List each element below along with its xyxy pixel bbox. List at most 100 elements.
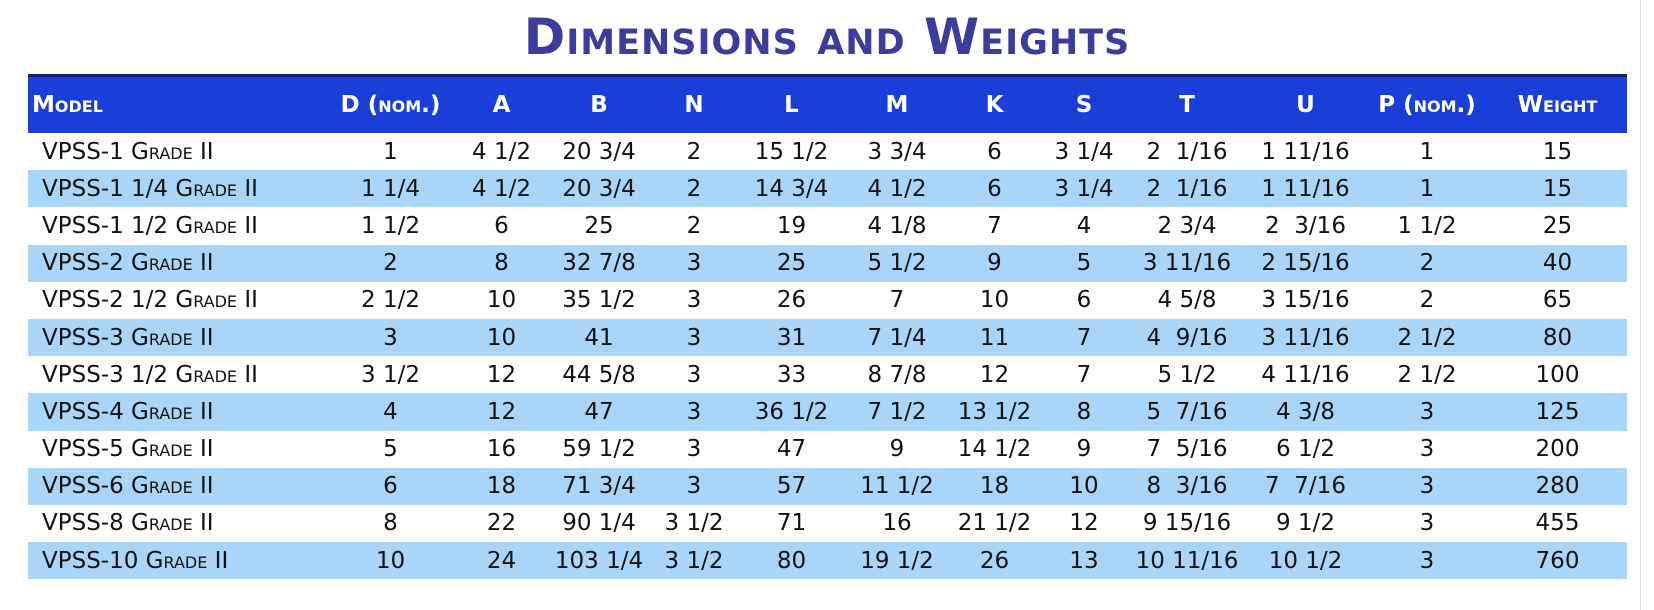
value-cell: 7 5/16	[1146, 436, 1228, 463]
value-cell: 9	[950, 244, 1039, 282]
value-cell: 4 9/16	[1129, 318, 1245, 357]
column-header: L	[739, 74, 844, 133]
value-cell: 2 3/4	[1157, 212, 1217, 239]
value-cell: 6 1/2	[1276, 436, 1335, 463]
value-cell: 4 1/2	[454, 170, 549, 208]
value-cell: 6	[494, 212, 509, 239]
value-cell: 5	[383, 436, 398, 463]
value-cell: 3 1/2	[664, 510, 724, 537]
value-cell: 2	[1366, 244, 1488, 282]
table-row: VPSS-3 1/2 Grade II 3 1/2 12 44 5/8 3 33 8 7/8…	[28, 356, 1627, 393]
value-cell: 3 11/16	[1245, 318, 1366, 357]
value-cell: 90 1/4	[562, 510, 636, 537]
value-cell: 32 7/8	[549, 244, 649, 282]
value-cell: 5 1/2	[1157, 361, 1217, 388]
value-cell: 2	[649, 170, 739, 208]
value-cell: 16	[486, 436, 517, 463]
value-cell: 10	[454, 318, 549, 357]
value-cell: 10 11/16	[1129, 542, 1245, 580]
value-cell: 2 1/16	[1146, 138, 1228, 165]
model-cell: VPSS-2 1/2 Grade II	[42, 287, 258, 314]
value-cell: 13 1/2	[950, 393, 1039, 431]
value-cell: 7 1/4	[844, 318, 950, 357]
table-row: VPSS-1 Grade II 1 4 1/2 20 3/4 2 15 1/2 3 3/4 6…	[28, 133, 1627, 170]
value-cell: 6	[950, 170, 1039, 208]
value-cell: 9 1/2	[1276, 510, 1335, 537]
value-cell: 9	[889, 436, 905, 463]
value-cell: 10	[327, 542, 454, 580]
value-cell: 7 1/2	[844, 393, 950, 431]
value-cell: 20 3/4	[549, 170, 649, 208]
value-cell: 5 1/2	[844, 244, 950, 282]
value-cell: 15	[1542, 138, 1573, 165]
value-cell: 4	[327, 393, 454, 431]
value-cell: 33	[776, 361, 807, 388]
value-cell: 15	[1488, 170, 1627, 208]
value-cell: 25	[584, 212, 614, 239]
value-cell: 3	[686, 287, 702, 314]
value-cell: 25	[739, 244, 844, 282]
value-cell: 4 1/8	[867, 212, 927, 239]
model-cell: VPSS-6 Grade II	[28, 467, 327, 505]
value-cell: 4	[1076, 212, 1092, 239]
column-header: A	[454, 74, 549, 133]
column-header: U	[1245, 74, 1366, 133]
value-cell: 1 11/16	[1245, 170, 1366, 208]
value-cell: 59 1/2	[562, 436, 636, 463]
value-cell: 7 7/16	[1245, 467, 1366, 505]
value-cell: 14 1/2	[957, 436, 1032, 463]
value-cell: 2	[1419, 287, 1435, 314]
value-cell: 5	[1039, 244, 1129, 282]
value-cell: 3	[327, 318, 454, 357]
value-cell: 11	[950, 318, 1039, 357]
value-cell: 47	[549, 393, 649, 431]
value-cell: 4 5/8	[1157, 287, 1217, 314]
table-row: VPSS-4 Grade II 4 12 47 3 36 1/2 7 1/2 13 1/2 8 5…	[28, 393, 1627, 431]
table-row: VPSS-3 Grade II 3 10 41 3 31 7 1/4 11 7 4 9/16 3 1…	[28, 318, 1627, 357]
value-cell: 100	[1535, 361, 1580, 388]
column-header: S	[1039, 74, 1129, 133]
value-cell: 12	[486, 361, 517, 388]
value-cell: 3 1/2	[649, 542, 739, 580]
value-cell: 3	[1419, 510, 1435, 537]
value-cell: 9 15/16	[1142, 510, 1232, 537]
value-cell: 57	[739, 467, 844, 505]
value-cell: 7	[1039, 318, 1129, 357]
value-cell: 3	[686, 361, 702, 388]
value-cell: 20 3/4	[562, 138, 636, 165]
value-cell: 41	[549, 318, 649, 357]
value-cell: 13	[1039, 542, 1129, 580]
model-cell: VPSS-3 1/2 Grade II	[42, 361, 258, 388]
value-cell: 3 1/2	[361, 361, 420, 388]
value-cell: 10 1/2	[1245, 542, 1366, 580]
value-cell: 1 1/2	[1397, 212, 1457, 239]
value-cell: 2 1/16	[1129, 170, 1245, 208]
value-cell: 4 11/16	[1261, 361, 1350, 388]
value-cell: 3 1/4	[1039, 170, 1129, 208]
value-cell: 2 1/2	[1366, 318, 1488, 357]
table-row: VPSS-2 1/2 Grade II 2 1/2 10 35 1/2 3 26 7 10 6 4…	[28, 282, 1627, 319]
table-row: VPSS-10 Grade II 10 24 103 1/4 3 1/2 80 19 1/2…	[28, 542, 1627, 580]
value-cell: 65	[1542, 287, 1573, 314]
value-cell: 5 7/16	[1129, 393, 1245, 431]
value-cell: 103 1/4	[549, 542, 649, 580]
value-cell: 7	[987, 212, 1002, 239]
value-cell: 1 11/16	[1261, 138, 1350, 165]
value-cell: 9	[1076, 436, 1092, 463]
value-cell: 19	[776, 212, 807, 239]
value-cell: 12	[979, 361, 1010, 388]
dimensions-table: Model D (nom.) A B N L M K S T U P (nom.) Weight VPS…	[28, 74, 1627, 580]
value-cell: 4 1/2	[844, 170, 950, 208]
value-cell: 12	[1069, 510, 1099, 537]
value-cell: 71 3/4	[549, 467, 649, 505]
model-cell: VPSS-4 Grade II	[28, 393, 327, 431]
value-cell: 6	[987, 138, 1002, 165]
table-row: VPSS-1 1/2 Grade II 1 1/2 6 25 2 19 4 1/8 7 4 2 3…	[28, 207, 1627, 244]
value-cell: 1 1/4	[327, 170, 454, 208]
title: Dimensions and Weights	[523, 8, 1131, 66]
value-cell: 4 1/2	[472, 138, 531, 165]
value-cell: 8	[454, 244, 549, 282]
value-cell: 200	[1535, 436, 1580, 463]
model-cell: VPSS-1 1/4 Grade II	[28, 170, 327, 208]
value-cell: 3 15/16	[1261, 287, 1350, 314]
